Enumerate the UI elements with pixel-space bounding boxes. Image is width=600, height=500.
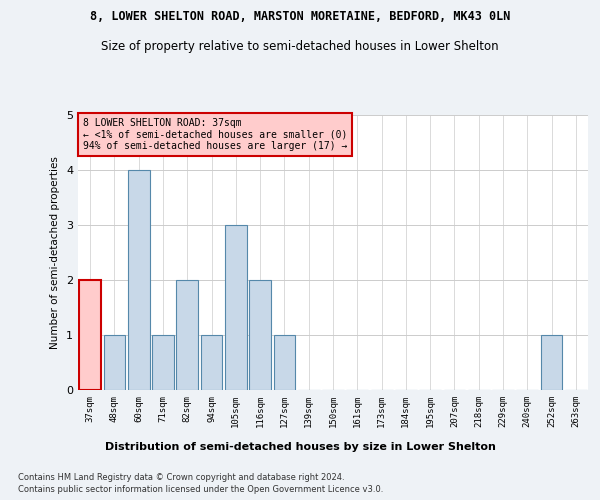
Bar — [200, 335, 223, 390]
Text: Size of property relative to semi-detached houses in Lower Shelton: Size of property relative to semi-detach… — [101, 40, 499, 53]
Text: Contains HM Land Registry data © Crown copyright and database right 2024.: Contains HM Land Registry data © Crown c… — [18, 472, 344, 482]
Bar — [152, 335, 174, 390]
Y-axis label: Number of semi-detached properties: Number of semi-detached properties — [50, 156, 61, 349]
Text: Distribution of semi-detached houses by size in Lower Shelton: Distribution of semi-detached houses by … — [104, 442, 496, 452]
Bar — [176, 280, 198, 390]
Bar — [128, 170, 149, 390]
Bar — [79, 280, 101, 390]
Bar — [249, 280, 271, 390]
Text: 8 LOWER SHELTON ROAD: 37sqm
← <1% of semi-detached houses are smaller (0)
94% of: 8 LOWER SHELTON ROAD: 37sqm ← <1% of sem… — [83, 118, 347, 151]
Text: 8, LOWER SHELTON ROAD, MARSTON MORETAINE, BEDFORD, MK43 0LN: 8, LOWER SHELTON ROAD, MARSTON MORETAINE… — [90, 10, 510, 23]
Bar — [225, 225, 247, 390]
Text: Contains public sector information licensed under the Open Government Licence v3: Contains public sector information licen… — [18, 485, 383, 494]
Bar — [541, 335, 562, 390]
Bar — [274, 335, 295, 390]
Bar — [104, 335, 125, 390]
